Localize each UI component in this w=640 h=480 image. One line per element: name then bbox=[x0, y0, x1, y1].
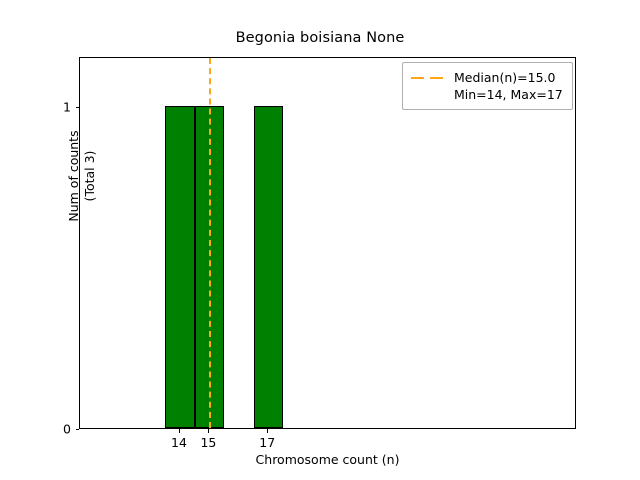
x-tick-mark-14 bbox=[178, 429, 180, 433]
x-tick-label-15: 15 bbox=[200, 435, 217, 450]
chart-legend: Median(n)=15.0 Min=14, Max=17 bbox=[402, 62, 573, 110]
bar-17 bbox=[253, 105, 283, 428]
median-line bbox=[209, 58, 212, 428]
legend-entry-minmax: Min=14, Max=17 bbox=[411, 86, 563, 103]
x-axis-label: Chromosome count (n) bbox=[255, 452, 400, 467]
chart-title: Begonia boisiana None bbox=[235, 30, 405, 46]
y-tick-mark-1 bbox=[75, 106, 79, 108]
legend-entry-median: Median(n)=15.0 bbox=[411, 69, 563, 86]
y-tick-mark-0 bbox=[75, 429, 79, 430]
legend-label-median: Median(n)=15.0 bbox=[454, 70, 556, 85]
dashed-line-icon bbox=[411, 71, 445, 85]
y-axis-label-line1: Num of counts bbox=[66, 130, 81, 222]
legend-label-minmax: Min=14, Max=17 bbox=[454, 87, 563, 102]
x-tick-mark-17 bbox=[267, 429, 269, 433]
bar-14 bbox=[165, 105, 195, 428]
y-axis-label: Num of counts (Total 3) bbox=[66, 26, 98, 326]
y-tick-label-1: 1 bbox=[63, 99, 71, 115]
x-tick-label-14: 14 bbox=[171, 435, 187, 450]
plot-area bbox=[79, 57, 576, 429]
y-tick-label-0: 0 bbox=[63, 421, 71, 437]
x-tick-mark-15 bbox=[208, 429, 210, 433]
y-axis-label-line2: (Total 3) bbox=[82, 150, 97, 202]
x-tick-label-17: 17 bbox=[259, 435, 276, 450]
